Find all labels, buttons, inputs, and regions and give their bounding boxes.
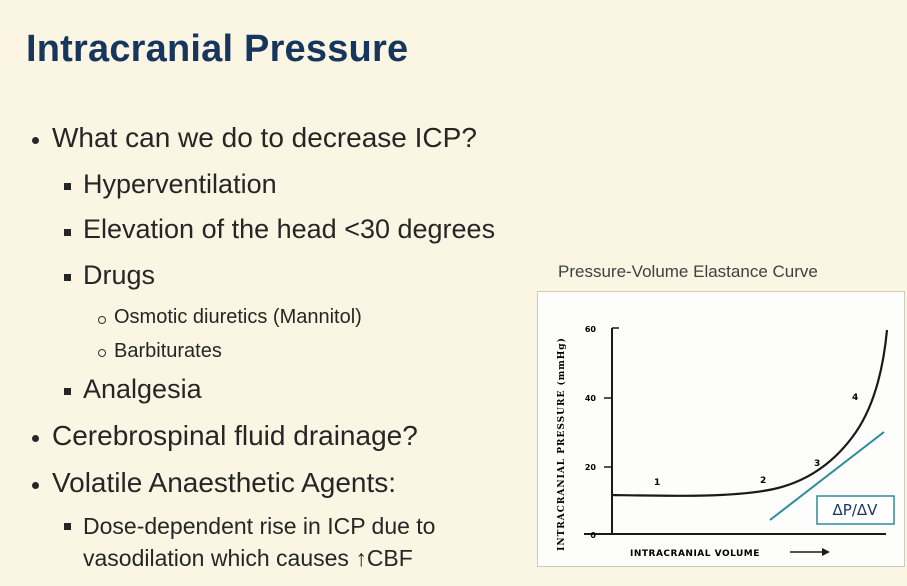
chart-svg: 60 40 20 0 INTRACRANIAL PRESSURE (mmHg) … <box>556 325 895 559</box>
bullet-dose-line2: vasodilation which causes ↑CBF <box>83 545 413 571</box>
bullet-circle <box>98 316 106 324</box>
y-axis-label: INTRACRANIAL PRESSURE (mmHg) <box>556 337 567 551</box>
y-tick-label: 20 <box>585 463 597 472</box>
bullet-csf: Cerebrospinal fluid drainage? <box>52 420 418 451</box>
bullet-dot <box>32 435 39 442</box>
chart-title: Pressure-Volume Elastance Curve <box>558 262 818 281</box>
region-label-3: 3 <box>814 459 820 469</box>
bullet-volatile: Volatile Anaesthetic Agents: <box>52 467 397 498</box>
bullet-dose-line1: Dose-dependent rise in ICP due to <box>83 513 436 539</box>
bullet-dot <box>32 482 39 489</box>
elastance-curve <box>611 329 889 497</box>
region-label-2: 2 <box>760 476 766 486</box>
bullet-hyperventilation: Hyperventilation <box>83 169 277 199</box>
y-tick-label: 40 <box>585 394 597 403</box>
bullet-barbiturates: Barbiturates <box>114 340 222 362</box>
region-label-4: 4 <box>852 393 858 403</box>
bullet-osmotic: Osmotic diuretics (Mannitol) <box>114 306 362 328</box>
delta-annotation-box <box>816 495 895 525</box>
pressure-volume-chart: 60 40 20 0 INTRACRANIAL PRESSURE (mmHg) … <box>537 291 905 567</box>
y-tick-label: 60 <box>585 325 597 334</box>
bullet-square <box>64 229 71 236</box>
y-tick-label: 0 <box>590 531 596 540</box>
bullet-circle <box>98 349 106 357</box>
delta-annotation: ΔP/ΔV <box>833 501 879 519</box>
x-axis-label: INTRACRANIAL VOLUME <box>630 549 760 559</box>
region-label-1: 1 <box>654 478 660 488</box>
bullet-elevation: Elevation of the head <30 degrees <box>83 214 496 244</box>
bullet-square <box>64 183 71 190</box>
bullet-dot <box>32 137 39 144</box>
bullet-drugs: Drugs <box>83 260 156 290</box>
tangent-line <box>769 431 885 521</box>
bullet-square <box>64 388 71 395</box>
bullet-square <box>64 274 71 281</box>
bullet-question: What can we do to decrease ICP? <box>52 122 477 153</box>
x-axis-arrowhead <box>822 548 830 556</box>
slide-title: Intracranial Pressure <box>26 28 409 70</box>
bullet-square <box>64 523 71 530</box>
bullet-analgesia: Analgesia <box>83 374 202 404</box>
